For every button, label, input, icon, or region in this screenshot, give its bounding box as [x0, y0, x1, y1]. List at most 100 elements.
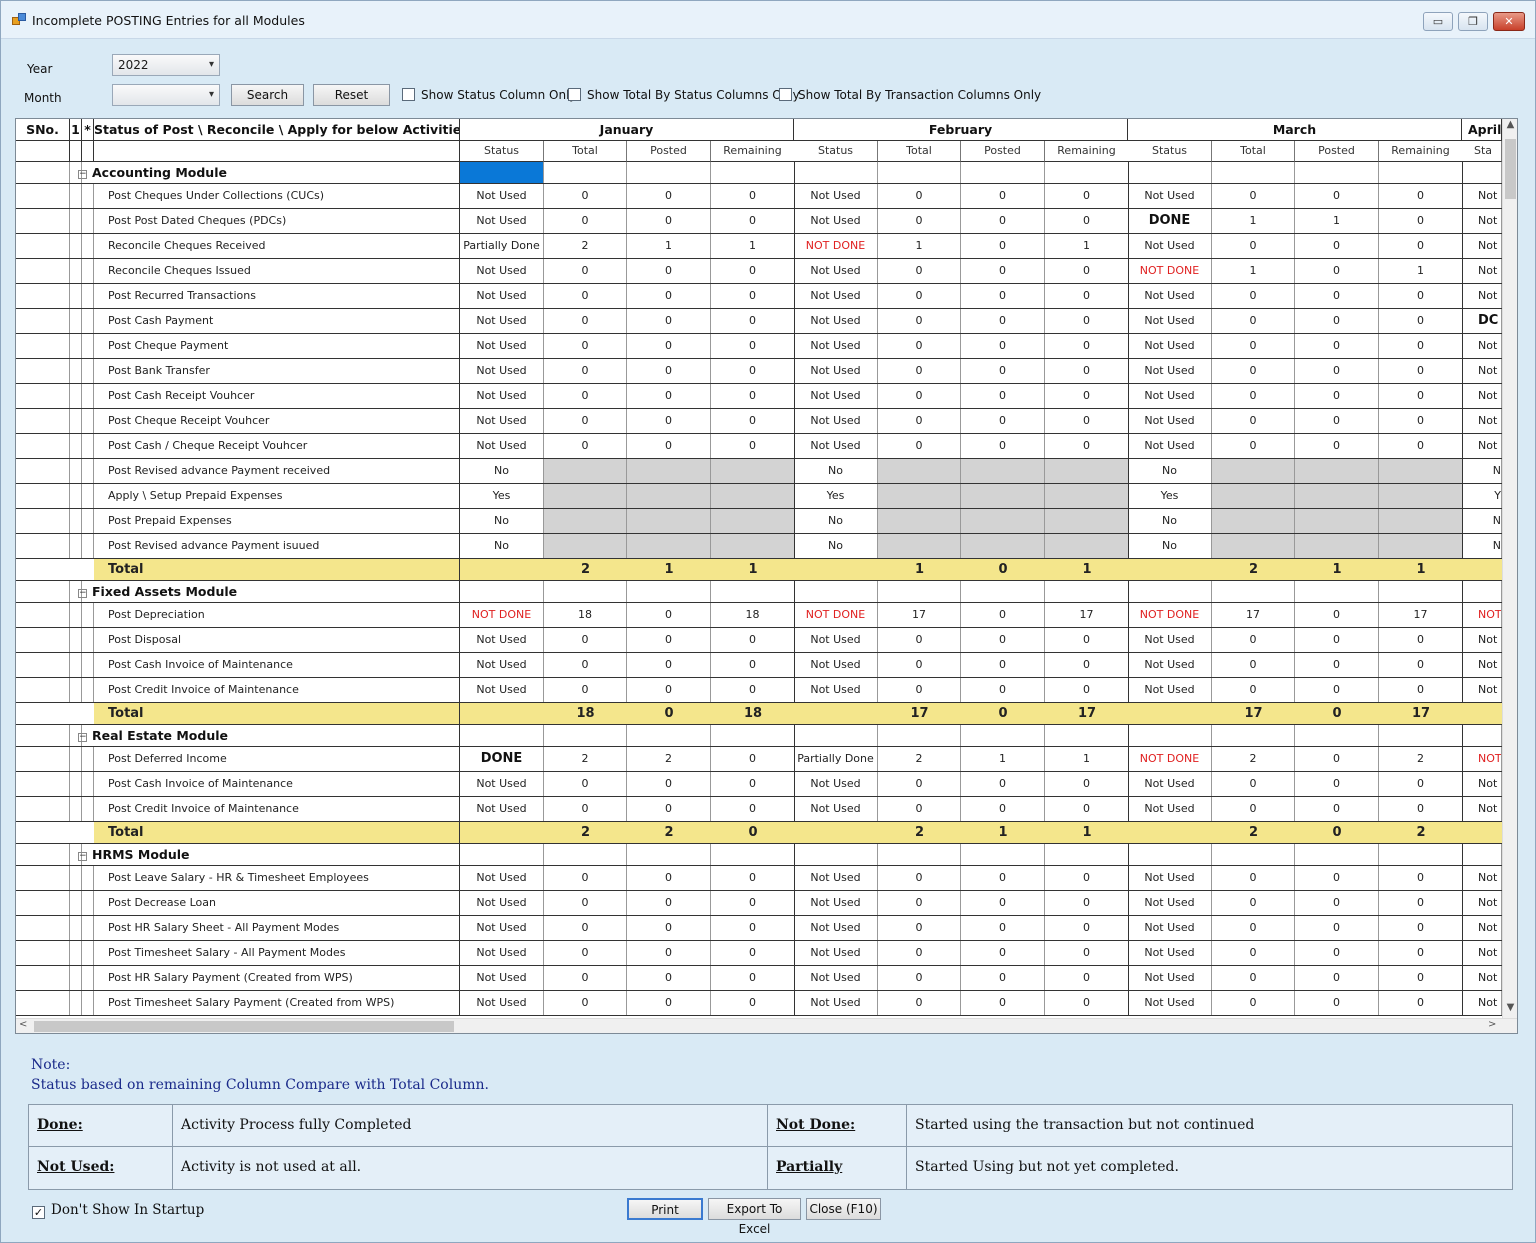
- header-sub[interactable]: Remaining: [1379, 141, 1463, 162]
- status-grid[interactable]: SNo. 1 * Status of Post \ Reconcile \ Apply…: [15, 118, 1518, 1034]
- value-cell: 0: [1379, 359, 1463, 383]
- header-sub[interactable]: Sta: [1462, 141, 1502, 162]
- header-sub[interactable]: Status: [794, 141, 878, 162]
- activity-row[interactable]: Post HR Salary Payment (Created from WPS…: [16, 966, 1502, 991]
- collapse-icon[interactable]: −: [78, 732, 87, 742]
- collapse-icon[interactable]: −: [78, 851, 87, 861]
- header-sub[interactable]: Total: [1212, 141, 1295, 162]
- close-button[interactable]: Close (F10): [806, 1198, 881, 1220]
- row-blank: [70, 725, 82, 746]
- header-col-one[interactable]: 1: [70, 119, 82, 141]
- header-month[interactable]: March: [1128, 119, 1462, 141]
- activity-row[interactable]: Post Decrease Loan Not Used 0 0 0 Not Used 0 0 0…: [16, 891, 1502, 916]
- print-button[interactable]: Print: [627, 1198, 703, 1220]
- scroll-down-icon[interactable]: ▼: [1506, 1002, 1515, 1013]
- activity-row[interactable]: Post Credit Invoice of Maintenance Not Us…: [16, 678, 1502, 703]
- checkmark-icon[interactable]: ✓: [32, 1206, 45, 1219]
- activity-row[interactable]: Post Deferred Income DONE 2 2 0 Partially Don…: [16, 747, 1502, 772]
- activity-row[interactable]: Post Cash / Cheque Receipt Vouhcer Not Us…: [16, 434, 1502, 459]
- activity-row[interactable]: Reconcile Cheques Issued Not Used 0 0 0 Not U…: [16, 259, 1502, 284]
- header-sub[interactable]: Posted: [961, 141, 1045, 162]
- show-total-transaction-checkbox[interactable]: Show Total By Transaction Columns Only: [779, 87, 1041, 103]
- header-col-star[interactable]: *: [82, 119, 94, 141]
- value-cell: 0: [627, 991, 711, 1015]
- activity-row[interactable]: Post HR Salary Sheet - All Payment Modes…: [16, 916, 1502, 941]
- module-row[interactable]: − Accounting Module: [16, 162, 1502, 184]
- module-row[interactable]: − Real Estate Module: [16, 725, 1502, 747]
- value-cell: [1045, 509, 1129, 533]
- activity-row[interactable]: Post Cash Payment Not Used 0 0 0 Not Used 0 0 0 N…: [16, 309, 1502, 334]
- total-value-cell: 2: [544, 822, 627, 843]
- module-name[interactable]: − Real Estate Module: [70, 725, 460, 746]
- maximize-button[interactable]: ❐: [1458, 12, 1488, 31]
- header-month[interactable]: April: [1462, 119, 1502, 141]
- header-sub[interactable]: Total: [544, 141, 627, 162]
- header-sub[interactable]: Posted: [1295, 141, 1379, 162]
- header-month[interactable]: February: [794, 119, 1128, 141]
- activity-row[interactable]: Post Credit Invoice of Maintenance Not Us…: [16, 797, 1502, 822]
- scroll-left-icon[interactable]: <: [19, 1019, 28, 1030]
- close-window-button[interactable]: ✕: [1493, 12, 1525, 31]
- activity-row[interactable]: Post Leave Salary - HR & Timesheet Emplo…: [16, 866, 1502, 891]
- activity-row[interactable]: Apply \ Setup Prepaid Expenses Yes Yes Yes Y: [16, 484, 1502, 509]
- show-total-status-checkbox[interactable]: Show Total By Status Columns Only: [568, 87, 800, 103]
- header-sub[interactable]: Remaining: [711, 141, 795, 162]
- activity-row[interactable]: Post Cash Invoice of Maintenance Not Used…: [16, 772, 1502, 797]
- module-row[interactable]: − Fixed Assets Module: [16, 581, 1502, 603]
- search-button[interactable]: Search: [231, 84, 304, 106]
- status-cell: Not Used: [1128, 309, 1212, 333]
- activity-row[interactable]: Post Revised advance Payment received No N…: [16, 459, 1502, 484]
- activity-row[interactable]: Post Revised advance Payment isuued No No N…: [16, 534, 1502, 559]
- vertical-scrollbar[interactable]: ▲ ▼: [1502, 119, 1517, 1018]
- module-name[interactable]: − Accounting Module: [70, 162, 460, 183]
- checkbox-box[interactable]: [779, 88, 792, 101]
- header-month[interactable]: January: [460, 119, 794, 141]
- horizontal-scroll-thumb[interactable]: [34, 1021, 454, 1032]
- horizontal-scrollbar[interactable]: < >: [16, 1018, 1517, 1033]
- checkbox-box[interactable]: [568, 88, 581, 101]
- activity-row[interactable]: Post Depreciation NOT DONE 18 0 18 NOT DONE 17…: [16, 603, 1502, 628]
- header-sub[interactable]: Status: [1128, 141, 1212, 162]
- value-cell: 0: [711, 866, 795, 890]
- year-select[interactable]: 2022 ▾: [112, 54, 220, 76]
- value-cell: 0: [1379, 941, 1463, 965]
- module-row[interactable]: − HRMS Module: [16, 844, 1502, 866]
- header-activity[interactable]: Status of Post \ Reconcile \ Apply for b…: [94, 119, 460, 141]
- header-sub[interactable]: Remaining: [1045, 141, 1129, 162]
- dont-show-startup-checkbox[interactable]: ✓ Don't Show In Startup: [32, 1202, 204, 1219]
- activity-row[interactable]: Post Disposal Not Used 0 0 0 Not Used 0 0 0 Not U…: [16, 628, 1502, 653]
- activity-row[interactable]: Post Timesheet Salary Payment (Created f…: [16, 991, 1502, 1016]
- activity-row[interactable]: Post Post Dated Cheques (PDCs) Not Used 0 0…: [16, 209, 1502, 234]
- header-sub[interactable]: Posted: [627, 141, 711, 162]
- activity-row[interactable]: Post Cheques Under Collections (CUCs) Not…: [16, 184, 1502, 209]
- value-cell: 0: [544, 359, 627, 383]
- status-cell: Not Used: [460, 653, 544, 677]
- header-sno[interactable]: SNo.: [16, 119, 70, 141]
- vertical-scroll-thumb[interactable]: [1505, 139, 1516, 199]
- activity-row[interactable]: Post Prepaid Expenses No No No N: [16, 509, 1502, 534]
- activity-row[interactable]: Post Recurred Transactions Not Used 0 0 0 Not…: [16, 284, 1502, 309]
- activity-row[interactable]: Post Bank Transfer Not Used 0 0 0 Not Used 0 0 0…: [16, 359, 1502, 384]
- minimize-button[interactable]: ▭: [1423, 12, 1453, 31]
- collapse-icon[interactable]: −: [78, 588, 87, 598]
- export-excel-button[interactable]: Export To Excel: [708, 1198, 801, 1236]
- scroll-up-icon[interactable]: ▲: [1506, 119, 1515, 130]
- collapse-icon[interactable]: −: [78, 169, 87, 179]
- scroll-right-icon[interactable]: >: [1488, 1019, 1497, 1030]
- reset-button[interactable]: Reset: [313, 84, 390, 106]
- value-cell: 0: [1045, 409, 1129, 433]
- activity-row[interactable]: Post Cash Invoice of Maintenance Not Used…: [16, 653, 1502, 678]
- activity-row[interactable]: Reconcile Cheques Received Partially Done…: [16, 234, 1502, 259]
- value-cell: [878, 534, 961, 558]
- module-name[interactable]: − Fixed Assets Module: [70, 581, 460, 602]
- show-status-only-checkbox[interactable]: Show Status Column Only: [402, 87, 577, 103]
- checkbox-box[interactable]: [402, 88, 415, 101]
- header-sub[interactable]: Total: [878, 141, 961, 162]
- module-name[interactable]: − HRMS Module: [70, 844, 460, 865]
- activity-row[interactable]: Post Cheque Receipt Vouhcer Not Used 0 0 0 No…: [16, 409, 1502, 434]
- activity-row[interactable]: Post Cash Receipt Vouhcer Not Used 0 0 0 Not …: [16, 384, 1502, 409]
- activity-row[interactable]: Post Cheque Payment Not Used 0 0 0 Not Used 0 0…: [16, 334, 1502, 359]
- header-sub[interactable]: Status: [460, 141, 544, 162]
- month-select[interactable]: ▾: [112, 84, 220, 106]
- activity-row[interactable]: Post Timesheet Salary - All Payment Mode…: [16, 941, 1502, 966]
